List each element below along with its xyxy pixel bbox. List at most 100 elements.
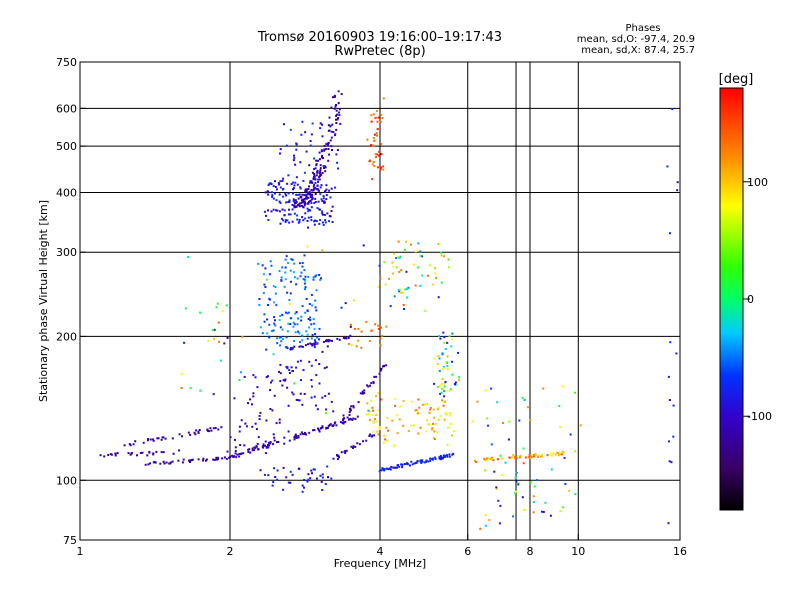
data-point: [279, 202, 282, 204]
data-point: [309, 200, 312, 202]
data-point: [162, 436, 165, 439]
data-point: [267, 219, 270, 221]
data-point: [295, 143, 298, 146]
data-point: [276, 478, 278, 481]
data-point: [449, 422, 452, 425]
data-point: [282, 177, 285, 180]
data-point: [400, 292, 403, 294]
data-point: [295, 366, 298, 369]
data-point: [397, 255, 400, 258]
data-point: [372, 430, 375, 433]
data-point: [448, 334, 451, 337]
data-point: [280, 217, 283, 220]
data-point: [272, 481, 275, 484]
data-point: [303, 254, 306, 257]
data-point: [258, 304, 261, 306]
data-point: [449, 412, 452, 415]
data-point: [444, 412, 447, 415]
data-point: [271, 194, 274, 197]
data-point: [521, 496, 524, 499]
data-point: [313, 168, 315, 171]
data-point: [398, 257, 401, 260]
data-point: [287, 404, 290, 407]
data-point: [320, 184, 323, 187]
data-point: [419, 250, 422, 253]
data-point: [341, 421, 344, 424]
data-point: [288, 439, 291, 442]
data-point: [385, 364, 388, 367]
data-point: [312, 429, 314, 432]
data-point: [332, 424, 335, 427]
data-point: [254, 447, 257, 449]
data-point: [305, 189, 308, 192]
data-point: [310, 219, 313, 222]
data-point: [314, 201, 317, 203]
data-point: [264, 191, 267, 194]
data-point: [265, 376, 268, 379]
data-point: [299, 433, 302, 436]
data-point: [372, 161, 375, 163]
data-point: [378, 372, 381, 375]
y-tick-label: 500: [56, 140, 77, 153]
data-point: [497, 499, 500, 502]
data-point: [322, 157, 324, 160]
colorbar-tick-label: 0: [747, 293, 754, 306]
data-point: [314, 178, 317, 181]
data-point: [284, 271, 287, 274]
data-point: [392, 265, 395, 268]
data-point: [537, 455, 540, 458]
data-point: [336, 149, 339, 151]
data-point: [398, 270, 401, 273]
data-point: [335, 128, 338, 131]
data-point: [265, 446, 268, 449]
data-point: [229, 455, 232, 458]
data-point: [303, 204, 306, 207]
data-point: [323, 167, 326, 169]
data-point: [343, 417, 345, 420]
data-point: [299, 341, 301, 344]
data-point: [325, 188, 328, 191]
data-point: [522, 447, 525, 450]
data-point: [323, 200, 326, 203]
data-point: [295, 311, 298, 314]
data-point: [302, 200, 305, 203]
data-point: [300, 201, 303, 204]
data-point: [382, 168, 385, 171]
data-point: [352, 405, 355, 407]
data-point: [213, 458, 216, 461]
data-point: [443, 385, 446, 388]
data-point: [288, 299, 291, 301]
colorbar-ticks: 100 0 -100: [743, 176, 772, 423]
data-point: [532, 511, 535, 514]
data-point: [675, 352, 678, 355]
y-axis-ticks: 75 100 200 300 400 500 600 750: [56, 56, 86, 547]
data-point: [304, 217, 307, 220]
data-point: [279, 326, 282, 329]
data-point: [380, 367, 383, 370]
data-point: [399, 255, 402, 258]
data-point: [264, 286, 267, 288]
data-point: [414, 409, 417, 412]
data-point: [184, 307, 187, 310]
data-point: [313, 327, 316, 330]
data-point: [441, 378, 444, 380]
x-tick-label: 16: [673, 545, 687, 558]
data-point: [116, 452, 119, 455]
data-point: [253, 449, 255, 452]
data-point: [212, 393, 215, 396]
data-point: [325, 194, 328, 197]
data-point: [667, 522, 670, 525]
data-point: [272, 353, 275, 356]
data-point: [318, 382, 321, 385]
data-point: [216, 302, 219, 305]
data-point: [302, 179, 305, 182]
data-point: [157, 437, 160, 440]
data-point: [315, 188, 318, 191]
data-point: [289, 128, 292, 131]
data-point: [389, 305, 392, 308]
data-point: [328, 129, 331, 132]
data-point: [271, 409, 274, 412]
data-point: [498, 522, 501, 525]
data-point: [483, 457, 486, 460]
data-point: [211, 329, 214, 332]
